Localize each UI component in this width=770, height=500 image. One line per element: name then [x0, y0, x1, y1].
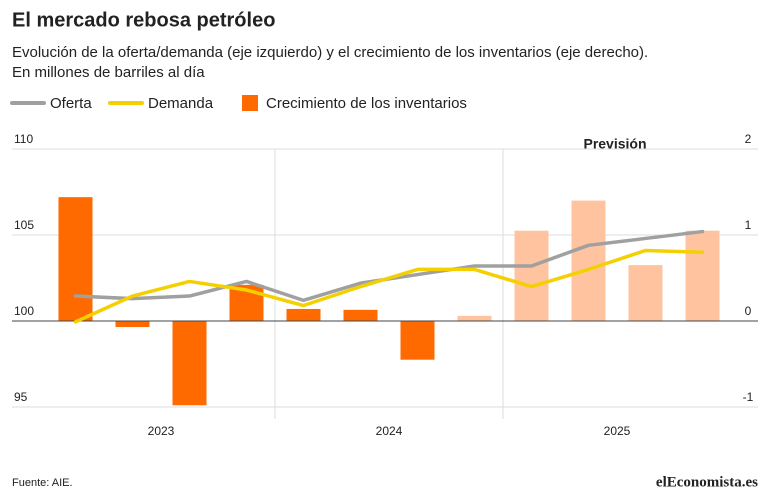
chart-title: El mercado rebosa petróleo	[12, 9, 275, 31]
bar	[115, 321, 150, 328]
bar	[457, 315, 492, 321]
bar	[343, 309, 378, 321]
legend-label: Oferta	[50, 95, 92, 112]
chart-subtitle: En millones de barriles al día	[12, 64, 205, 81]
x-group-label: 2025	[604, 424, 631, 438]
y-tick-label: 95	[14, 390, 28, 404]
line	[73, 229, 705, 303]
bar	[685, 230, 720, 321]
logo: elEconomista.es	[656, 474, 758, 490]
bar	[628, 265, 663, 321]
bar	[571, 200, 606, 321]
annotation: Previsión	[583, 136, 646, 152]
y2-tick-label: -1	[743, 390, 754, 404]
chart-subtitle: Evolución de la oferta/demanda (eje izqu…	[12, 44, 648, 61]
x-group-label: 2024	[376, 424, 403, 438]
y2-tick-label: 1	[745, 218, 752, 232]
source: Fuente: AIE.	[12, 477, 73, 489]
bar	[514, 230, 549, 321]
bar	[400, 321, 435, 360]
line	[73, 248, 705, 324]
bar	[58, 197, 93, 321]
bar	[286, 308, 321, 321]
y2-tick-label: 2	[745, 132, 752, 146]
y-tick-label: 110	[14, 132, 33, 146]
y2-tick-label: 0	[745, 304, 752, 318]
legend-swatch	[242, 95, 258, 111]
x-group-label: 2023	[148, 424, 175, 438]
y-tick-label: 100	[14, 304, 34, 318]
bar	[172, 321, 207, 406]
legend-label: Crecimiento de los inventarios	[266, 95, 467, 112]
y-tick-label: 105	[14, 218, 34, 232]
legend-label: Demanda	[148, 95, 214, 112]
